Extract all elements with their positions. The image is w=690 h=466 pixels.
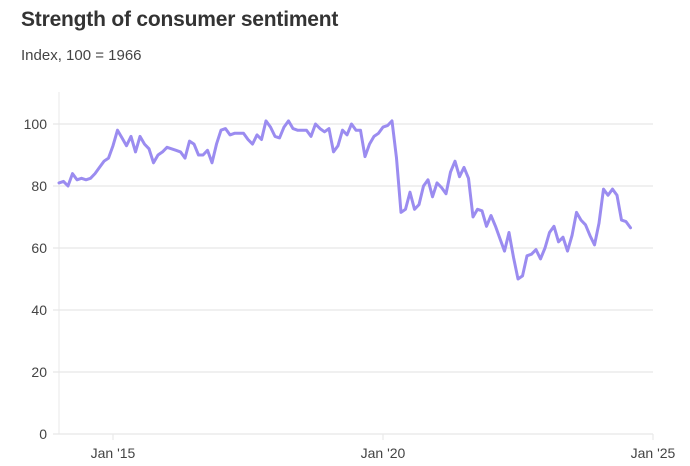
y-tick-label: 60 [31,240,47,256]
x-tick-label: Jan '25 [631,445,676,461]
series-line-main [57,119,632,281]
y-tick-label: 20 [31,364,47,380]
chart-title: Strength of consumer sentiment [21,8,339,31]
y-tick-label: 100 [24,116,48,132]
x-tick-label: Jan '20 [361,445,406,461]
chart-subtitle: Index, 100 = 1966 [21,47,142,64]
series-lines [57,119,632,281]
y-tick-label: 40 [31,302,47,318]
y-axis: 0 20 40 60 80 100 [24,92,60,442]
x-tick-label: Jan '15 [91,445,136,461]
gridlines [53,123,653,435]
x-axis: Jan '15 Jan '20 Jan '25 [91,434,676,461]
y-tick-label: 0 [39,426,47,442]
y-tick-label: 80 [31,178,47,194]
